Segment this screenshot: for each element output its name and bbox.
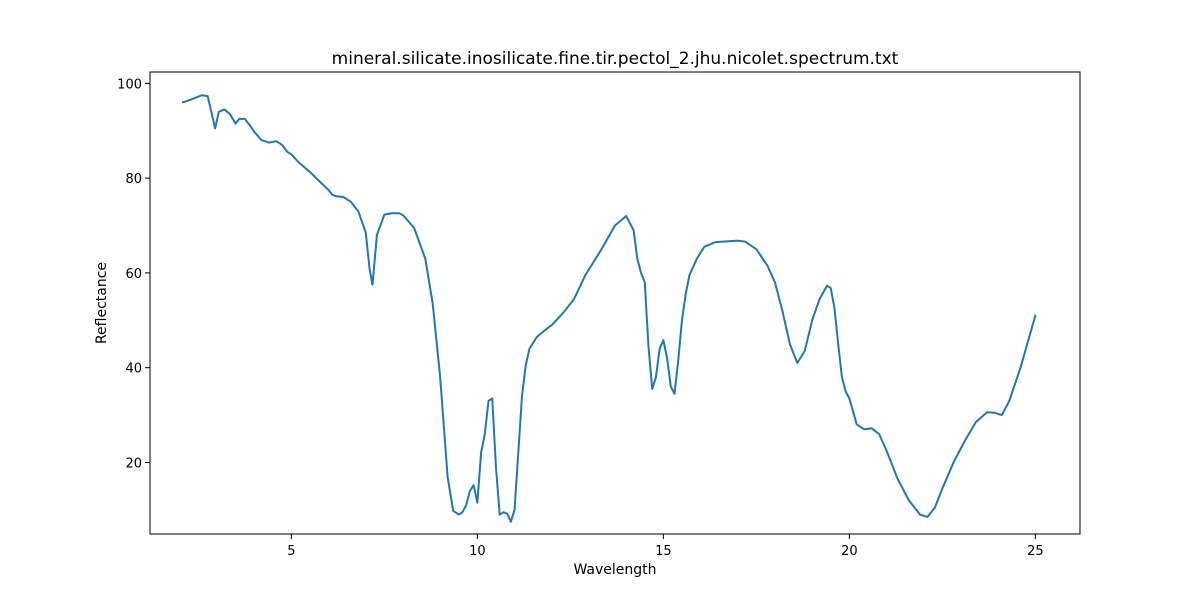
x-tick-label: 25	[1027, 544, 1044, 559]
y-axis-label: Reflectance	[94, 262, 110, 344]
x-axis: 5 10 15 20 25	[287, 534, 1044, 559]
plot-area	[149, 71, 1081, 535]
x-axis-label: Wavelength	[573, 562, 656, 578]
y-tick-label: 60	[125, 267, 142, 282]
y-tick-label: 20	[125, 456, 142, 471]
chart-title: mineral.silicate.inosilicate.fine.tir.pe…	[332, 49, 899, 69]
plot-background	[150, 72, 1080, 534]
y-tick-label: 100	[117, 77, 142, 92]
y-tick-label: 40	[125, 362, 142, 377]
y-axis: 20 40 60 80 100	[117, 77, 150, 471]
x-tick-label: 10	[469, 544, 486, 559]
plot-frame	[149, 71, 1081, 535]
series-line	[181, 94, 1037, 523]
x-tick-label: 20	[841, 544, 858, 559]
x-tick-label: 15	[655, 544, 672, 559]
y-tick-label: 80	[125, 172, 142, 187]
x-tick-label: 5	[287, 544, 295, 559]
